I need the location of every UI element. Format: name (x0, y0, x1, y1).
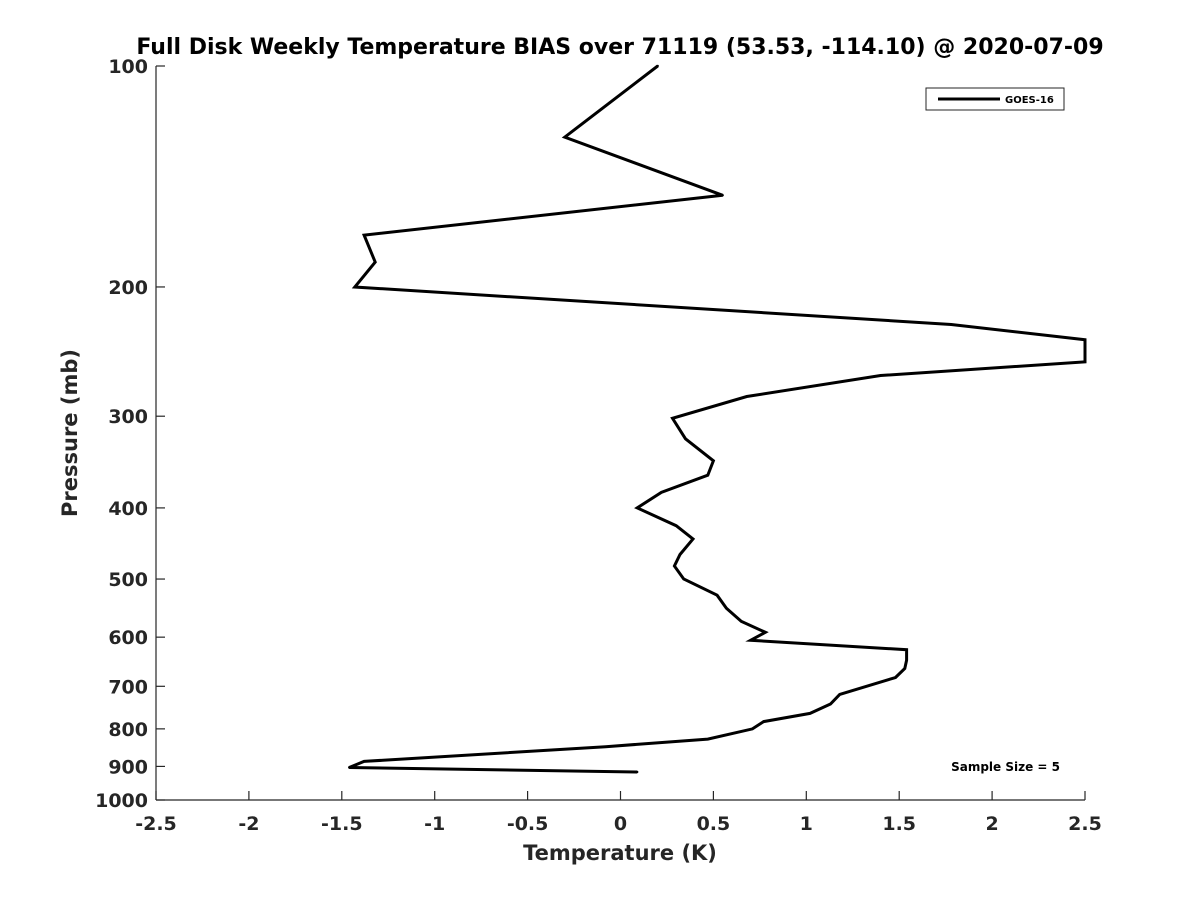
data-point (903, 667, 906, 670)
data-point (905, 659, 908, 662)
y-tick-label: 500 (108, 569, 148, 591)
data-point (675, 524, 678, 527)
y-tick-label: 700 (108, 676, 148, 698)
x-tick-label: 0 (614, 813, 627, 835)
data-point (838, 693, 841, 696)
x-tick-label: 1.5 (882, 813, 916, 835)
data-point (712, 459, 715, 462)
data-point (604, 745, 607, 748)
data-point (1083, 360, 1087, 364)
data-point (715, 594, 719, 597)
y-ticks: 100 200 300 400 500 600 700 800 900 1000 (95, 56, 165, 812)
plot-axes (155, 66, 1085, 801)
data-point (374, 260, 377, 264)
data-point (745, 395, 748, 398)
data-point (682, 577, 685, 581)
data-point (829, 702, 832, 706)
x-tick-label: -1 (424, 813, 445, 835)
data-point (762, 720, 765, 723)
data-point (636, 770, 639, 774)
chart-title: Full Disk Weekly Temperature BIAS over 7… (136, 35, 1103, 60)
data-point (636, 506, 639, 510)
series-line-goes-16 (348, 64, 1087, 774)
x-tick-label: 1 (800, 813, 813, 835)
x-tick-label: -0.5 (507, 813, 549, 835)
data-point (691, 537, 695, 541)
data-point (671, 417, 674, 420)
data-point (660, 491, 663, 494)
x-ticks: -2.5 -2 -1.5 -1 -0.5 0 0.5 1 1.5 2 2.5 (135, 791, 1102, 835)
data-point (563, 135, 566, 139)
y-tick-label: 800 (108, 719, 148, 741)
data-point (678, 553, 682, 556)
data-point (353, 285, 356, 289)
x-tick-label: 0.5 (697, 813, 731, 835)
data-point (905, 648, 908, 651)
data-point (706, 474, 709, 477)
y-tick-label: 200 (108, 277, 148, 299)
x-tick-label: -2.5 (135, 813, 177, 835)
x-axis-label: Temperature (K) (523, 841, 717, 865)
y-tick-label: 100 (108, 56, 148, 78)
data-point (725, 607, 728, 610)
y-tick-label: 600 (108, 627, 148, 649)
x-tick-label: -1.5 (321, 813, 363, 835)
sample-size-annotation: Sample Size = 5 (951, 760, 1060, 774)
y-tick-label: 1000 (95, 790, 148, 812)
y-tick-label: 300 (108, 406, 148, 428)
data-point (673, 564, 676, 568)
data-point (656, 64, 659, 68)
data-point (740, 620, 743, 623)
data-point (751, 727, 754, 731)
data-point (348, 766, 351, 769)
data-point (879, 374, 882, 377)
series-points (348, 64, 1087, 774)
data-point (706, 737, 709, 741)
y-axis-label: Pressure (mb) (58, 349, 82, 517)
y-tick-label: 400 (108, 498, 148, 520)
data-point (764, 631, 767, 634)
legend: GOES-16 (925, 87, 1065, 111)
x-tick-label: 2 (985, 813, 998, 835)
y-tick-label: 900 (108, 756, 148, 778)
data-point (894, 676, 897, 679)
data-point (1083, 338, 1087, 341)
data-point (808, 712, 812, 715)
data-point (749, 639, 752, 642)
data-point (950, 323, 953, 326)
data-point (684, 437, 687, 440)
data-point (362, 760, 366, 763)
x-tick-label: 2.5 (1068, 813, 1102, 835)
legend-label-goes-16: GOES-16 (1005, 95, 1054, 106)
data-point (721, 194, 724, 197)
x-tick-label: -2 (238, 813, 259, 835)
data-point (362, 233, 366, 237)
